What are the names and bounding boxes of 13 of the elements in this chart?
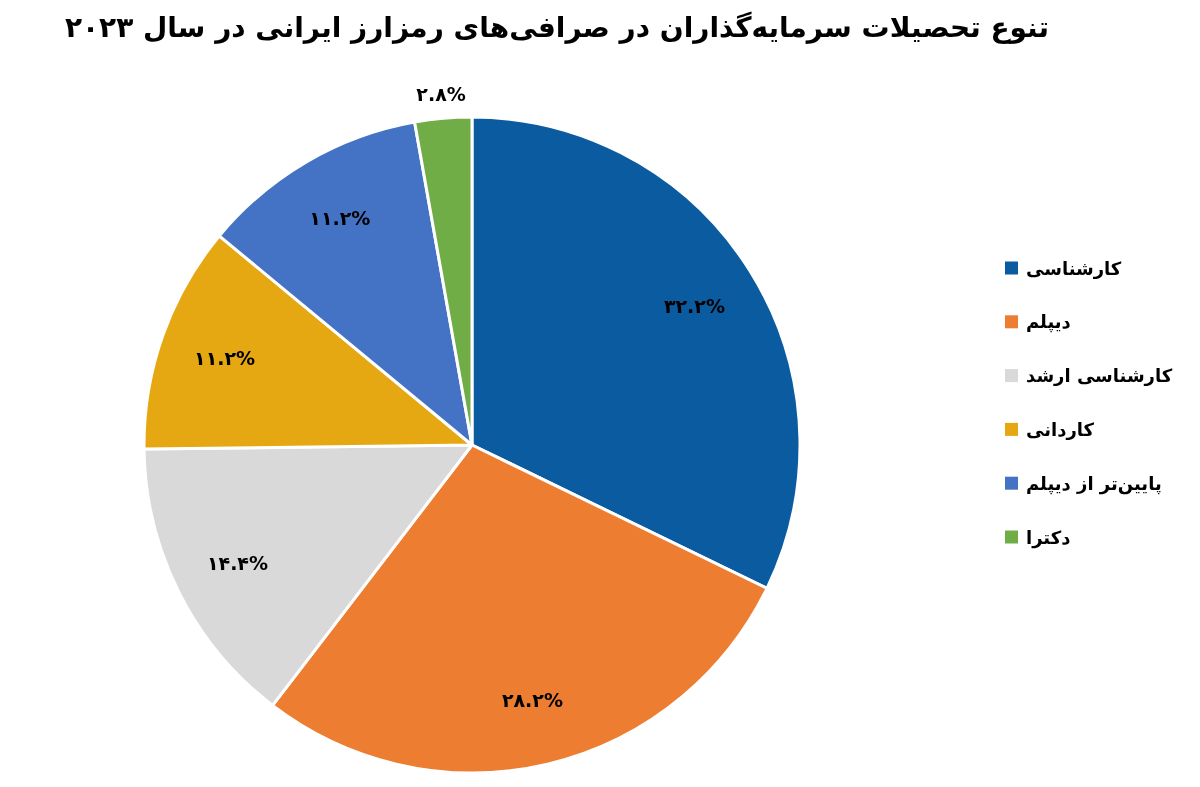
data-label: ۲.۸% bbox=[416, 83, 466, 106]
legend-label: کاردانی bbox=[1026, 418, 1095, 440]
chart-title: تنوع تحصیلات سرمایه‌گذاران در صرافی‌های رمزارز ایرانی در سال ۲۰۲۳ bbox=[64, 10, 1050, 44]
data-label: ۱۱.۲% bbox=[194, 346, 256, 369]
data-label: ۱۱.۲% bbox=[309, 207, 371, 230]
legend-label: دکترا bbox=[1026, 526, 1071, 549]
legend-label: پایین‌تر از دیپلم bbox=[1026, 472, 1162, 495]
data-label: ۱۴.۴% bbox=[206, 551, 268, 574]
data-label: ۳۲.۲% bbox=[663, 294, 725, 317]
legend-label: کارشناسی ارشد bbox=[1026, 365, 1173, 387]
legend-label: دیپلم bbox=[1026, 311, 1071, 334]
data-label: ۲۸.۲% bbox=[501, 689, 563, 712]
legend-label: کارشناسی bbox=[1026, 257, 1122, 279]
